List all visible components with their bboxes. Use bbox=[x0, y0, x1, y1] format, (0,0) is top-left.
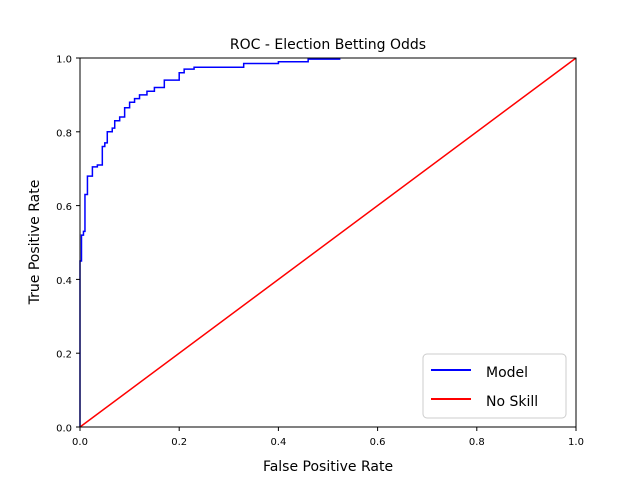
series-line-no-skill bbox=[79, 57, 577, 428]
x-tick-label: 1.0 bbox=[568, 437, 584, 448]
plot-area bbox=[79, 57, 577, 428]
y-tick-label: 0.2 bbox=[56, 350, 72, 361]
y-axis-ticks: 0.0 0.2 0.4 0.6 0.8 1.0 bbox=[56, 55, 80, 435]
legend-label-no-skill: No Skill bbox=[486, 394, 538, 410]
y-tick-label: 0.0 bbox=[56, 424, 72, 435]
x-tick-label: 0.8 bbox=[469, 437, 485, 448]
series-line-model bbox=[79, 58, 341, 427]
legend-label-model: Model bbox=[486, 365, 528, 381]
x-tick-label: 0.2 bbox=[171, 437, 187, 448]
y-tick-label: 1.0 bbox=[56, 55, 72, 66]
x-axis-ticks: 0.0 0.2 0.4 0.6 0.8 1.0 bbox=[72, 427, 584, 448]
chart-title: ROC - Election Betting Odds bbox=[230, 37, 426, 53]
x-axis-title: False Positive Rate bbox=[263, 459, 393, 475]
plot-frame bbox=[79, 57, 577, 428]
x-tick-label: 0.4 bbox=[270, 437, 286, 448]
x-tick-label: 0.6 bbox=[370, 437, 386, 448]
series-layer bbox=[79, 57, 577, 428]
legend: Model No Skill bbox=[422, 353, 567, 419]
y-tick-label: 0.6 bbox=[56, 202, 72, 213]
y-tick-label: 0.8 bbox=[56, 128, 72, 139]
y-axis-title: True Positive Rate bbox=[27, 180, 43, 306]
y-tick-label: 0.4 bbox=[56, 276, 72, 287]
x-tick-label: 0.0 bbox=[72, 437, 88, 448]
